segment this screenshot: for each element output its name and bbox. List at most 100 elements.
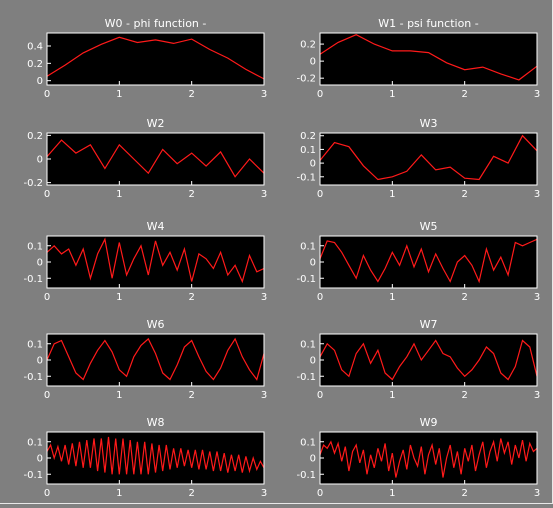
x-tick-label: 3 <box>261 189 267 200</box>
series-line <box>319 438 538 478</box>
x-tick-label: 2 <box>188 189 194 200</box>
y-tick-label: 0.1 <box>27 339 43 350</box>
x-tick-label: 1 <box>389 89 395 100</box>
subplot-title: W3 <box>420 117 438 130</box>
y-tick-label: 0 <box>310 258 316 269</box>
y-tick-label: 0.2 <box>300 40 316 51</box>
y-tick-label: 0.1 <box>300 145 316 156</box>
axes-background <box>320 334 537 386</box>
series-line <box>46 237 265 284</box>
axes-background <box>47 236 264 288</box>
y-tick-label: 0.1 <box>300 437 316 448</box>
x-tick-label: 2 <box>188 292 194 303</box>
axes-background <box>320 236 537 288</box>
x-tick-label: 3 <box>261 488 267 499</box>
y-tick-label: -0.1 <box>23 372 43 383</box>
y-tick-label: 0.1 <box>27 241 43 252</box>
y-tick-label: 0.1 <box>27 437 43 448</box>
x-tick-label: 1 <box>116 390 122 401</box>
subplot-w6: W60 1 2 3-0.100.1 <box>23 318 267 401</box>
subplot-title: W5 <box>420 220 438 233</box>
x-tick-label: 3 <box>534 292 540 303</box>
subplot-w5: W50 1 2 3-0.100.1 <box>296 220 540 303</box>
y-tick-label: -0.1 <box>23 470 43 481</box>
y-tick-label: 0 <box>310 454 316 465</box>
series-line <box>46 436 265 475</box>
x-tick-label: 1 <box>116 89 122 100</box>
x-tick-label: 3 <box>261 390 267 401</box>
x-tick-label: 3 <box>261 89 267 100</box>
x-tick-label: 3 <box>534 488 540 499</box>
y-tick-label: 0.1 <box>300 339 316 350</box>
series-line <box>319 339 538 381</box>
x-tick-label: 0 <box>44 488 50 499</box>
subplot-w7: W70 1 2 3-0.100.1 <box>296 318 540 401</box>
subplot-title: W8 <box>147 416 165 429</box>
axes-background <box>47 33 264 85</box>
axes-frame <box>319 32 538 86</box>
subplot-title: W4 <box>147 220 165 233</box>
x-tick-label: 3 <box>534 390 540 401</box>
x-tick-label: 2 <box>461 189 467 200</box>
y-tick-label: 0 <box>37 356 43 367</box>
axes-background <box>320 33 537 85</box>
y-tick-label: 0 <box>310 57 316 68</box>
x-tick-label: 0 <box>44 89 50 100</box>
axes-background <box>320 133 537 185</box>
subplot-w3: W30 1 2 3-0.100.10.2 <box>296 117 540 200</box>
subplot-title: W1 - psi function - <box>378 17 479 30</box>
y-tick-label: 0.4 <box>27 42 43 53</box>
y-tick-label: -0.2 <box>23 178 43 189</box>
x-tick-label: 1 <box>389 292 395 303</box>
series-line <box>319 238 538 284</box>
y-tick-label: -0.1 <box>296 470 316 481</box>
subplot-title: W0 - phi function - <box>105 17 207 30</box>
y-tick-label: -0.1 <box>296 172 316 183</box>
x-tick-label: 1 <box>389 390 395 401</box>
x-tick-label: 0 <box>44 292 50 303</box>
y-tick-label: 0.2 <box>300 131 316 142</box>
series-line <box>46 36 265 80</box>
subplot-w1-psi-function: W1 - psi function -0 1 2 3-0.200.2 <box>296 17 540 100</box>
x-tick-label: 3 <box>534 189 540 200</box>
y-tick-label: 0 <box>37 454 43 465</box>
x-tick-label: 2 <box>461 89 467 100</box>
x-tick-label: 2 <box>188 488 194 499</box>
series-line <box>319 34 538 81</box>
axes-background <box>47 334 264 386</box>
y-tick-label: 0.1 <box>300 241 316 252</box>
y-tick-label: -0.1 <box>296 274 316 285</box>
y-tick-label: 0.2 <box>27 59 43 70</box>
x-tick-label: 0 <box>317 292 323 303</box>
y-tick-label: -0.1 <box>296 372 316 383</box>
series-line <box>319 134 538 181</box>
axes-frame <box>46 32 265 86</box>
x-tick-label: 2 <box>188 89 194 100</box>
subplot-w8: W80 1 2 3-0.100.1 <box>23 416 267 499</box>
y-tick-label: 0.2 <box>27 131 43 142</box>
subplot-w0-phi-function: W0 - phi function - 0 1 2 3 0 0.2 0.4 <box>27 17 267 100</box>
y-tick-label: 0 <box>310 159 316 170</box>
x-tick-label: 0 <box>317 89 323 100</box>
y-tick-label: 0 <box>37 258 43 269</box>
subplot-title: W9 <box>420 416 438 429</box>
x-tick-label: 1 <box>389 488 395 499</box>
x-tick-label: 0 <box>44 189 50 200</box>
x-tick-label: 0 <box>44 390 50 401</box>
x-tick-label: 1 <box>116 488 122 499</box>
y-tick-label: 0 <box>310 356 316 367</box>
subplot-title: W2 <box>147 117 165 130</box>
x-tick-label: 1 <box>116 189 122 200</box>
subplot-w2: W20 1 2 3-0.200.2 <box>23 117 267 200</box>
x-tick-label: 1 <box>116 292 122 303</box>
x-tick-label: 0 <box>317 189 323 200</box>
subplot-w9: W90 1 2 3-0.100.1 <box>296 416 540 499</box>
axes-background <box>47 432 264 484</box>
y-tick-label: 0 <box>37 76 43 87</box>
x-tick-label: 1 <box>389 189 395 200</box>
y-tick-label: -0.2 <box>296 74 316 85</box>
x-tick-label: 2 <box>188 390 194 401</box>
axes-background <box>47 133 264 185</box>
subplot-title: W7 <box>420 318 438 331</box>
